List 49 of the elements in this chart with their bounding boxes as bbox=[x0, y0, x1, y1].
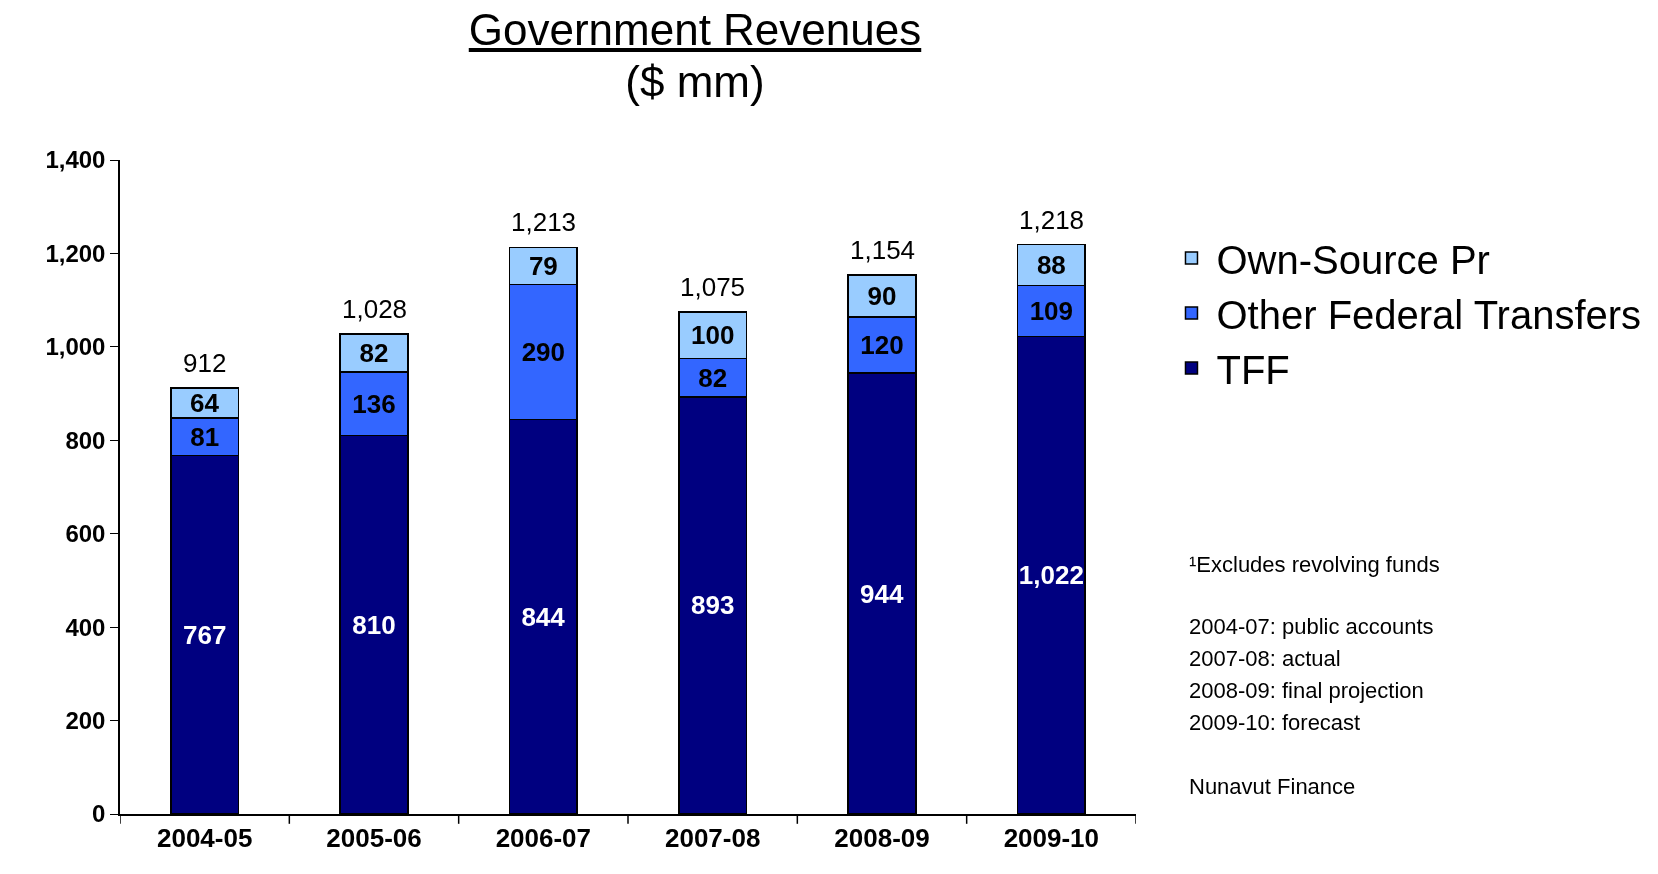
data-label: 90 bbox=[867, 280, 897, 311]
text: 2008-09: final projection bbox=[1189, 678, 1424, 703]
text: 2004-07: public accounts bbox=[1189, 614, 1434, 639]
x-tick-label: 2008-09 bbox=[834, 822, 930, 853]
data-label: 290 bbox=[521, 336, 566, 367]
data-label: 100 bbox=[690, 320, 735, 351]
text: Nunavut Finance bbox=[1189, 774, 1356, 799]
data-label: 893 bbox=[690, 590, 735, 621]
data-label: 82 bbox=[359, 337, 389, 368]
data-label: 109 bbox=[1029, 296, 1074, 327]
data-label: 767 bbox=[182, 619, 227, 650]
total-label: 912 bbox=[183, 348, 227, 378]
data-label: 944 bbox=[860, 578, 904, 609]
data-label: 81 bbox=[190, 421, 220, 452]
total-label: 1,028 bbox=[342, 294, 408, 324]
y-tick-label: 200 bbox=[65, 706, 106, 734]
data-label: 120 bbox=[860, 329, 904, 360]
data-label: 64 bbox=[189, 387, 220, 418]
data-label: 810 bbox=[352, 609, 396, 640]
data-label: 82 bbox=[698, 362, 728, 393]
x-tick-label: 2007-08 bbox=[664, 822, 761, 853]
y-tick-label: 600 bbox=[65, 520, 106, 548]
text: ¹Excludes revolving funds bbox=[1189, 552, 1440, 577]
data-label: 88 bbox=[1036, 250, 1066, 281]
total-label: 1,075 bbox=[680, 272, 746, 302]
text: 2007-08: actual bbox=[1189, 646, 1341, 671]
data-label: 136 bbox=[352, 388, 396, 419]
text: 2009-10: forecast bbox=[1189, 710, 1361, 735]
y-tick-label: 1,200 bbox=[45, 239, 106, 267]
chart-title: Government Revenues bbox=[468, 5, 922, 54]
legend-label: Other Federal Transfers bbox=[1216, 292, 1642, 337]
data-label: 844 bbox=[521, 601, 566, 632]
data-label: 79 bbox=[528, 250, 558, 281]
y-tick-label: 400 bbox=[65, 613, 106, 641]
x-tick-label: 2005-06 bbox=[326, 822, 422, 853]
x-tick-label: 2006-07 bbox=[495, 822, 592, 853]
total-label: 1,154 bbox=[850, 235, 916, 265]
y-tick-label: 1,400 bbox=[45, 146, 106, 174]
legend-label: Own-Source Pr bbox=[1216, 237, 1490, 282]
chart-subtitle: ($ mm) bbox=[625, 57, 765, 106]
total-label: 1,218 bbox=[1019, 205, 1085, 235]
total-label: 1,213 bbox=[511, 207, 577, 237]
y-tick-label: 0 bbox=[92, 800, 106, 828]
data-label: 1,022 bbox=[1018, 560, 1084, 591]
y-tick-label: 1,000 bbox=[45, 333, 106, 361]
legend-label: TFF bbox=[1216, 347, 1290, 392]
x-tick-label: 2004-05 bbox=[156, 822, 253, 853]
y-tick-label: 800 bbox=[65, 426, 106, 454]
x-tick-label: 2009-10 bbox=[1003, 822, 1100, 853]
